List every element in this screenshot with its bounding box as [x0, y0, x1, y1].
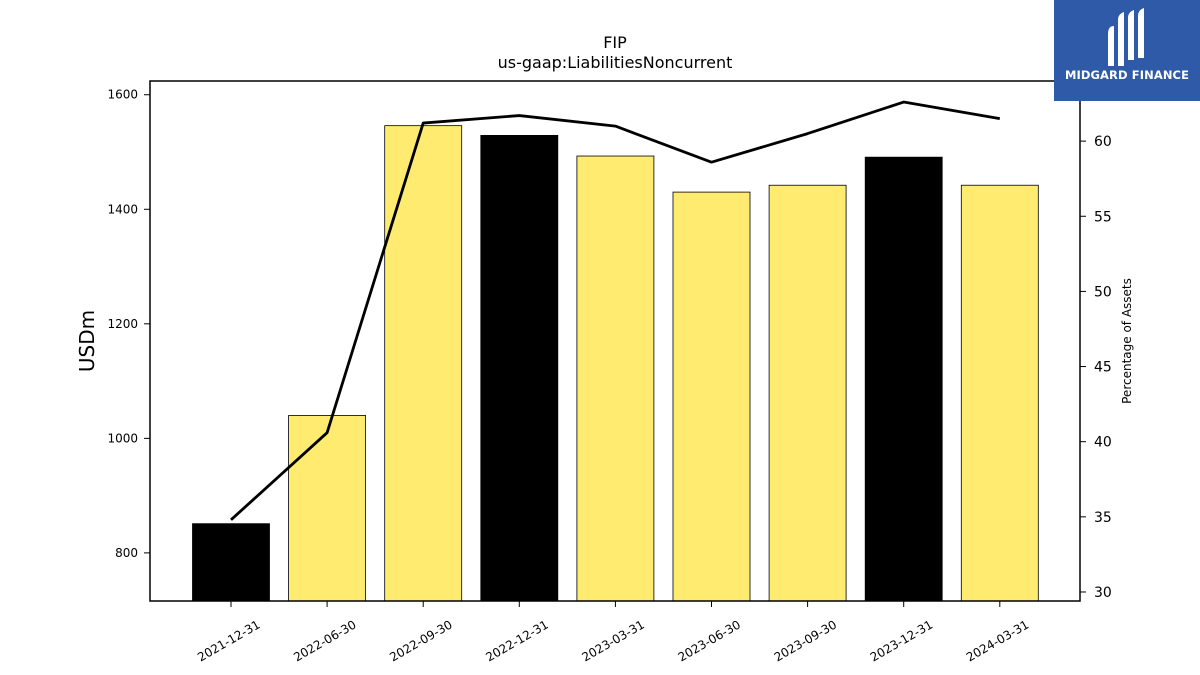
bar [768, 184, 847, 602]
bar [192, 523, 270, 602]
bar [576, 155, 655, 602]
bar [384, 125, 463, 602]
y2-tick-label: 40 [1094, 435, 1112, 451]
y2-tick-label: 50 [1094, 284, 1112, 300]
y-axis-ticks: 800 1000 1200 1400 1600 [107, 88, 150, 560]
chart-subtitle: us-gaap:LiabilitiesNoncurrent [498, 53, 733, 72]
bar [480, 135, 559, 602]
x-tick-label: 2022-12-31 [483, 617, 550, 664]
x-tick-label: 2023-06-30 [676, 617, 743, 664]
x-tick-label: 2022-09-30 [387, 617, 454, 664]
x-tick-label: 2022-06-30 [291, 617, 358, 664]
y2-axis-ticks: 30 35 40 45 50 55 60 [1080, 134, 1112, 601]
bar [864, 156, 943, 602]
plot-frame [149, 80, 1081, 602]
brand-logo: MIDGARD FINANCE [1054, 0, 1200, 101]
logo-text: MIDGARD FINANCE [1064, 68, 1190, 82]
chart-title: FIP [603, 33, 627, 52]
line-group [230, 100, 1001, 521]
y-tick-label: 1600 [107, 88, 138, 102]
x-tick-label: 2023-03-31 [579, 617, 646, 664]
x-axis-ticks: 2021-12-31 2022-06-30 2022-09-30 2022-12-31… [195, 601, 1031, 664]
y2-tick-label: 30 [1094, 585, 1112, 601]
bar [960, 184, 1039, 602]
y2-tick-label: 60 [1094, 134, 1112, 150]
y-tick-label: 1000 [107, 431, 138, 445]
x-tick-label: 2023-09-30 [772, 617, 839, 664]
x-tick-label: 2023-12-31 [868, 617, 935, 664]
bar [288, 415, 367, 602]
midgard-logo-icon [1108, 8, 1144, 66]
y2-tick-label: 35 [1094, 510, 1112, 526]
y2-axis-label: Percentage of Assets [1120, 278, 1134, 404]
y-tick-label: 1400 [107, 202, 138, 216]
x-tick-label: 2021-12-31 [195, 617, 262, 664]
bar-group [192, 125, 1039, 602]
y2-tick-label: 55 [1094, 209, 1112, 225]
y-tick-label: 800 [115, 546, 138, 560]
bar [672, 191, 751, 602]
x-tick-label: 2024-03-31 [964, 617, 1031, 664]
y-axis-label: USDm [75, 310, 99, 372]
y2-tick-label: 45 [1094, 360, 1112, 376]
percentage-line [230, 100, 1001, 521]
y-tick-label: 1200 [107, 317, 138, 331]
